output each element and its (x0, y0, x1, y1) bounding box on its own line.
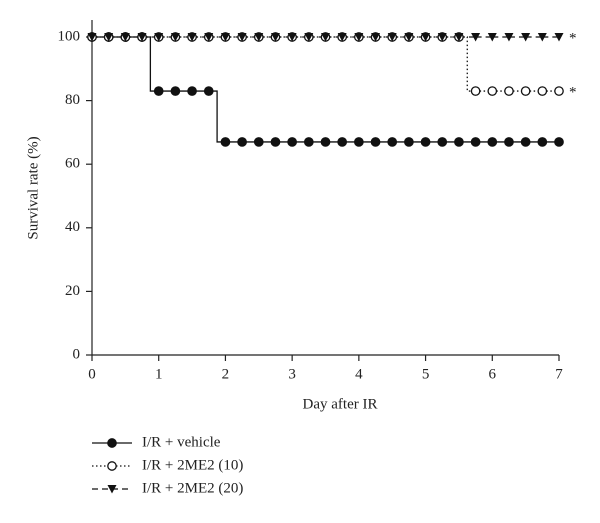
marker (354, 137, 364, 147)
marker (270, 137, 281, 147)
marker (387, 137, 398, 147)
legend-label: I/R + 2ME2 (10) (142, 457, 243, 473)
y-tick-label: 20 (65, 283, 80, 299)
marker (287, 33, 297, 42)
marker (337, 137, 348, 147)
marker (437, 33, 447, 42)
marker (120, 33, 130, 42)
marker (287, 137, 297, 147)
y-tick-label: 40 (65, 219, 80, 235)
marker (154, 33, 164, 42)
legend-marker (107, 485, 117, 494)
annotation: * (569, 84, 577, 100)
marker (220, 137, 231, 147)
marker (471, 33, 481, 42)
x-tick-label: 4 (355, 366, 363, 382)
marker (153, 86, 164, 96)
legend-marker (107, 461, 117, 471)
marker (554, 137, 564, 147)
marker (554, 86, 564, 96)
marker (521, 33, 531, 42)
marker (87, 33, 97, 42)
marker (520, 86, 531, 96)
marker (303, 137, 314, 147)
marker (170, 86, 181, 96)
marker (420, 137, 431, 147)
marker (504, 137, 514, 147)
y-tick-label: 0 (73, 346, 81, 362)
survival-line (208, 90, 226, 143)
x-tick-label: 1 (155, 366, 163, 382)
annotation: * (569, 30, 577, 46)
marker (187, 33, 197, 42)
marker (487, 86, 498, 96)
marker (170, 33, 180, 42)
marker (321, 33, 330, 42)
x-tick-label: 5 (422, 366, 430, 382)
marker (354, 33, 364, 42)
marker (220, 33, 230, 42)
marker (253, 137, 264, 147)
marker (554, 33, 564, 42)
marker (387, 33, 397, 42)
marker (537, 137, 548, 147)
y-axis-label: Survival rate (%) (25, 136, 41, 239)
marker (237, 137, 247, 147)
marker (187, 86, 197, 96)
x-tick-label: 6 (489, 366, 497, 382)
marker (437, 137, 448, 147)
marker (204, 33, 214, 42)
marker (537, 86, 548, 96)
y-tick-label: 60 (65, 156, 80, 172)
marker (337, 33, 347, 42)
marker (421, 33, 431, 42)
marker (487, 33, 497, 42)
marker (470, 137, 481, 147)
legend-label: I/R + vehicle (142, 434, 221, 450)
marker (454, 33, 464, 42)
marker (504, 86, 514, 96)
marker (304, 33, 314, 42)
marker (520, 137, 531, 147)
marker (254, 33, 264, 42)
y-tick-label: 80 (65, 92, 80, 108)
marker (370, 137, 381, 147)
survival-line (142, 36, 159, 92)
x-tick-label: 2 (222, 366, 230, 382)
marker (470, 86, 481, 96)
legend-label: I/R + 2ME2 (20) (142, 480, 243, 496)
x-axis-label: Day after IR (303, 396, 378, 412)
marker (371, 33, 381, 42)
legend-marker (107, 438, 117, 448)
marker (454, 137, 464, 147)
marker (504, 33, 514, 42)
y-tick-label: 100 (58, 28, 81, 44)
marker (270, 33, 280, 42)
marker (404, 137, 414, 147)
x-tick-label: 7 (555, 366, 563, 382)
marker (487, 137, 498, 147)
marker (137, 33, 147, 42)
survival-line (458, 36, 476, 92)
marker (537, 33, 547, 42)
marker (320, 137, 331, 147)
marker (104, 33, 114, 42)
x-tick-label: 0 (88, 366, 96, 382)
marker (203, 86, 214, 96)
marker (404, 33, 414, 42)
marker (237, 33, 247, 42)
x-tick-label: 3 (288, 366, 296, 382)
